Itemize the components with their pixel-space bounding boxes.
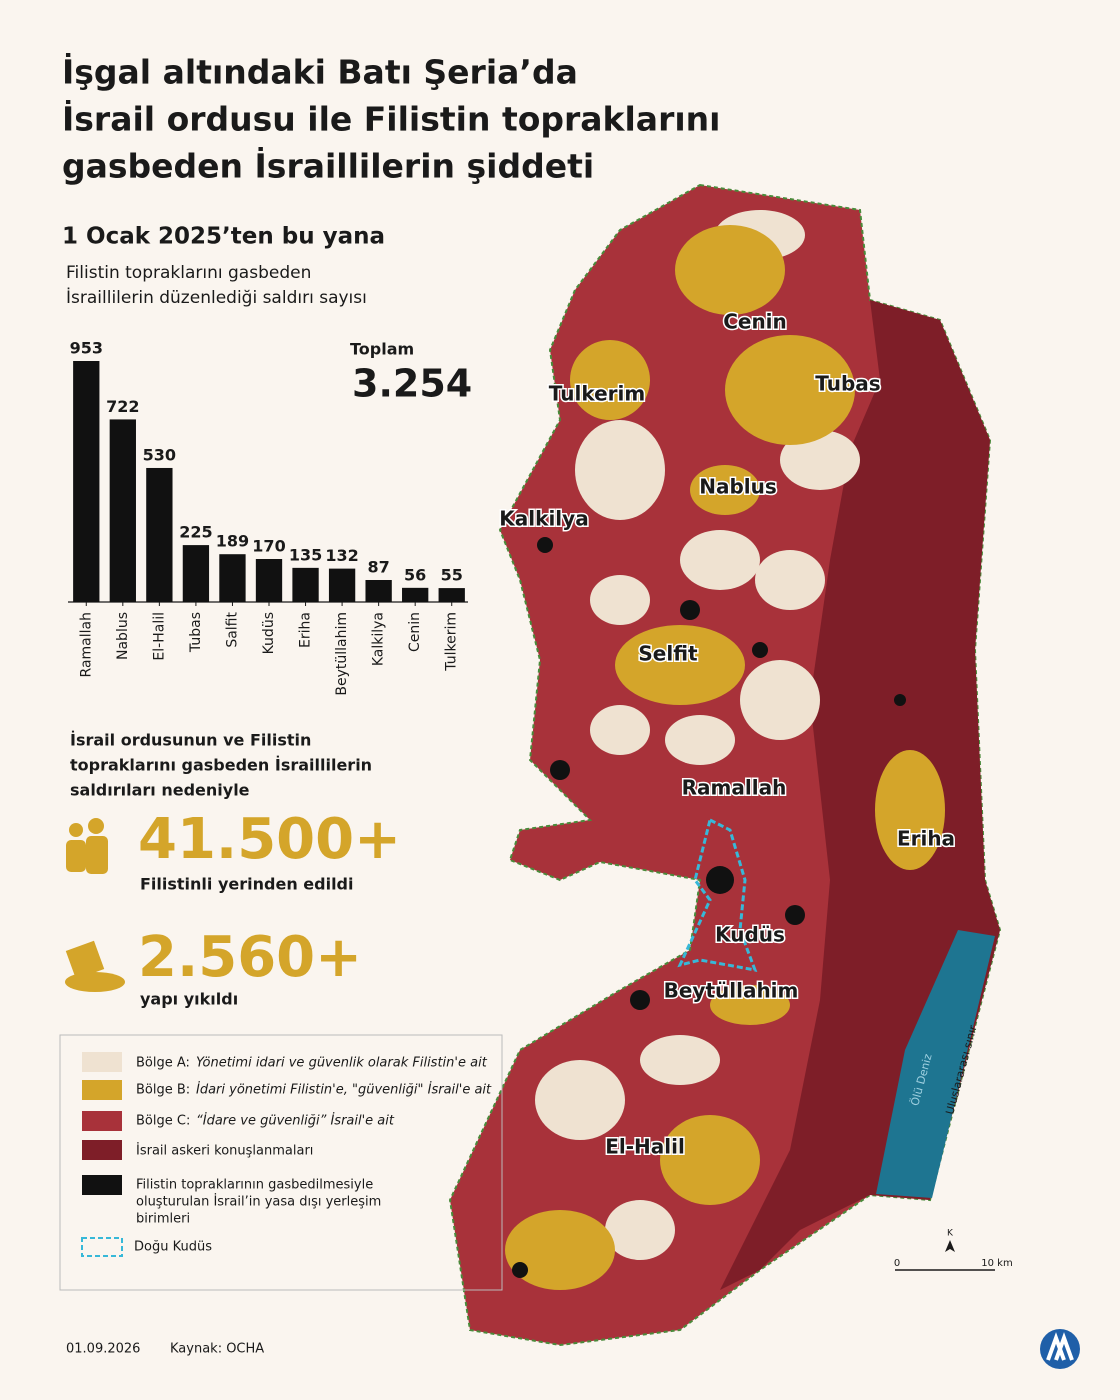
impact-intro: İsrail ordusunun ve Filistin (70, 731, 311, 750)
title: İşgal altındaki Batı Şeria’da (62, 52, 578, 92)
x-tick-label: Salfit (224, 611, 240, 647)
total-label: Toplam (350, 340, 414, 359)
x-tick-label: Kalkilya (371, 612, 387, 666)
impact-intro: topraklarını gasbeden İsraillilerin (70, 756, 372, 775)
map-label: Selfit (638, 642, 698, 666)
date: 01.09.2026 (66, 1342, 140, 1357)
settlements (512, 537, 906, 1278)
stat-value: 2.560+ (138, 925, 362, 990)
value-label: 55 (441, 566, 463, 585)
legend-label: birimleri (136, 1212, 190, 1227)
bar (219, 554, 246, 602)
x-tick-label: El-Halil (151, 612, 167, 661)
map-label: Tulkerim (549, 382, 645, 406)
map-label: Ramallah (682, 776, 787, 800)
legend-label: Bölge C: (136, 1114, 190, 1129)
title: gasbeden İsraillilerin şiddeti (62, 146, 594, 186)
scale-label: 10 km (981, 1258, 1012, 1269)
legend-label: Bölge A: (136, 1056, 190, 1071)
area-b (505, 225, 945, 1290)
map-label: Cenin (723, 310, 787, 334)
bar (402, 587, 429, 602)
x-tick-label: Tubas (188, 612, 204, 653)
legend-desc: İdari yönetimi Filistin'e, "güvenliği" İ… (196, 1082, 492, 1098)
x-tick-label: Ramallah (78, 612, 94, 677)
bar (146, 467, 173, 602)
legend-label: Bölge B: (136, 1083, 190, 1098)
bar (292, 567, 319, 602)
legend-swatch (81, 1237, 123, 1257)
total-value: 3.254 (352, 362, 472, 406)
value-label: 530 (143, 445, 176, 464)
legend-swatch (82, 1052, 122, 1072)
map-label: Beytüllahim (664, 979, 799, 1003)
chart-title: İsraillilerin düzenlediği saldırı sayısı (66, 287, 367, 308)
map-label: El-Halil (605, 1135, 685, 1159)
north-label: K (947, 1229, 954, 1239)
bar (109, 419, 136, 602)
scale-label: 0 (894, 1258, 900, 1269)
value-label: 722 (106, 397, 139, 416)
north-arrow (945, 1240, 955, 1252)
x-tick-label: Nablus (115, 612, 131, 660)
bar (438, 588, 465, 602)
x-tick-label: Eriha (298, 612, 314, 648)
value-label: 132 (325, 546, 358, 565)
dead-sea (876, 930, 995, 1198)
logo-mark (1046, 1332, 1074, 1361)
value-label: 225 (179, 523, 212, 542)
title: İsrail ordusu ile Filistin topraklarını (62, 99, 720, 139)
legend-box (59, 1034, 503, 1291)
legend-label: oluşturulan İsrail’in yasa dışı yerleşim (136, 1194, 381, 1210)
x-tick-label: Beytüllahim (334, 612, 350, 696)
bar (255, 559, 283, 602)
legend-label: Doğu Kudüs (134, 1240, 212, 1255)
subtitle: 1 Ocak 2025’ten bu yana (62, 224, 385, 250)
legend-swatch (82, 1080, 122, 1100)
x-tick-label: Cenin (407, 612, 423, 652)
legend-swatch (82, 1175, 122, 1195)
map-label: Kalkilya (499, 507, 588, 531)
source: Kaynak: OCHA (170, 1342, 264, 1357)
area-a (535, 210, 860, 1260)
legend-swatch (82, 1111, 122, 1131)
value-label: 170 (252, 537, 285, 556)
chart-title: Filistin topraklarını gasbeden (66, 263, 311, 283)
building-icon (65, 940, 125, 992)
bar (182, 545, 210, 602)
value-label: 953 (70, 339, 103, 358)
legend-label: Filistin topraklarının gasbedilmesiyle (136, 1178, 373, 1193)
bar-chart: 953 Ramallah 722 Nablus 530 El-Halil 225 Tubas 1… (70, 339, 465, 696)
value-label: 56 (404, 565, 426, 584)
map-label: Kudüs (715, 923, 785, 947)
x-tick-label: Kudüs (261, 612, 277, 654)
legend-label: İsrail askeri konuşlanmaları (136, 1143, 313, 1159)
east-jerusalem (677, 817, 758, 972)
map-label: Nablus (699, 475, 777, 499)
legend-desc: “İdare ve güvenliği” İsrail'e ait (196, 1113, 395, 1129)
stat-label: Filistinli yerinden edildi (140, 875, 354, 894)
legend-swatch (82, 1140, 122, 1160)
value-label: 189 (216, 532, 249, 551)
map: Cenin Tubas Tulkerim Nablus Kalkilya Sel… (448, 183, 1013, 1347)
stat-label: yapı yıkıldı (140, 990, 238, 1009)
bar (365, 579, 392, 602)
bar (73, 361, 100, 602)
bar (328, 568, 356, 602)
legend-desc: Yönetimi idari ve güvenlik olarak Filist… (196, 1056, 488, 1071)
value-label: 87 (368, 557, 390, 576)
people-icon (66, 818, 108, 874)
map-label: Eriha (897, 827, 955, 851)
value-label: 135 (289, 545, 322, 564)
stat-value: 41.500+ (138, 807, 401, 872)
x-tick-label: Tulkerim (444, 612, 460, 672)
map-label: Tubas (815, 372, 880, 396)
impact-intro: saldırıları nedeniyle (70, 781, 250, 800)
